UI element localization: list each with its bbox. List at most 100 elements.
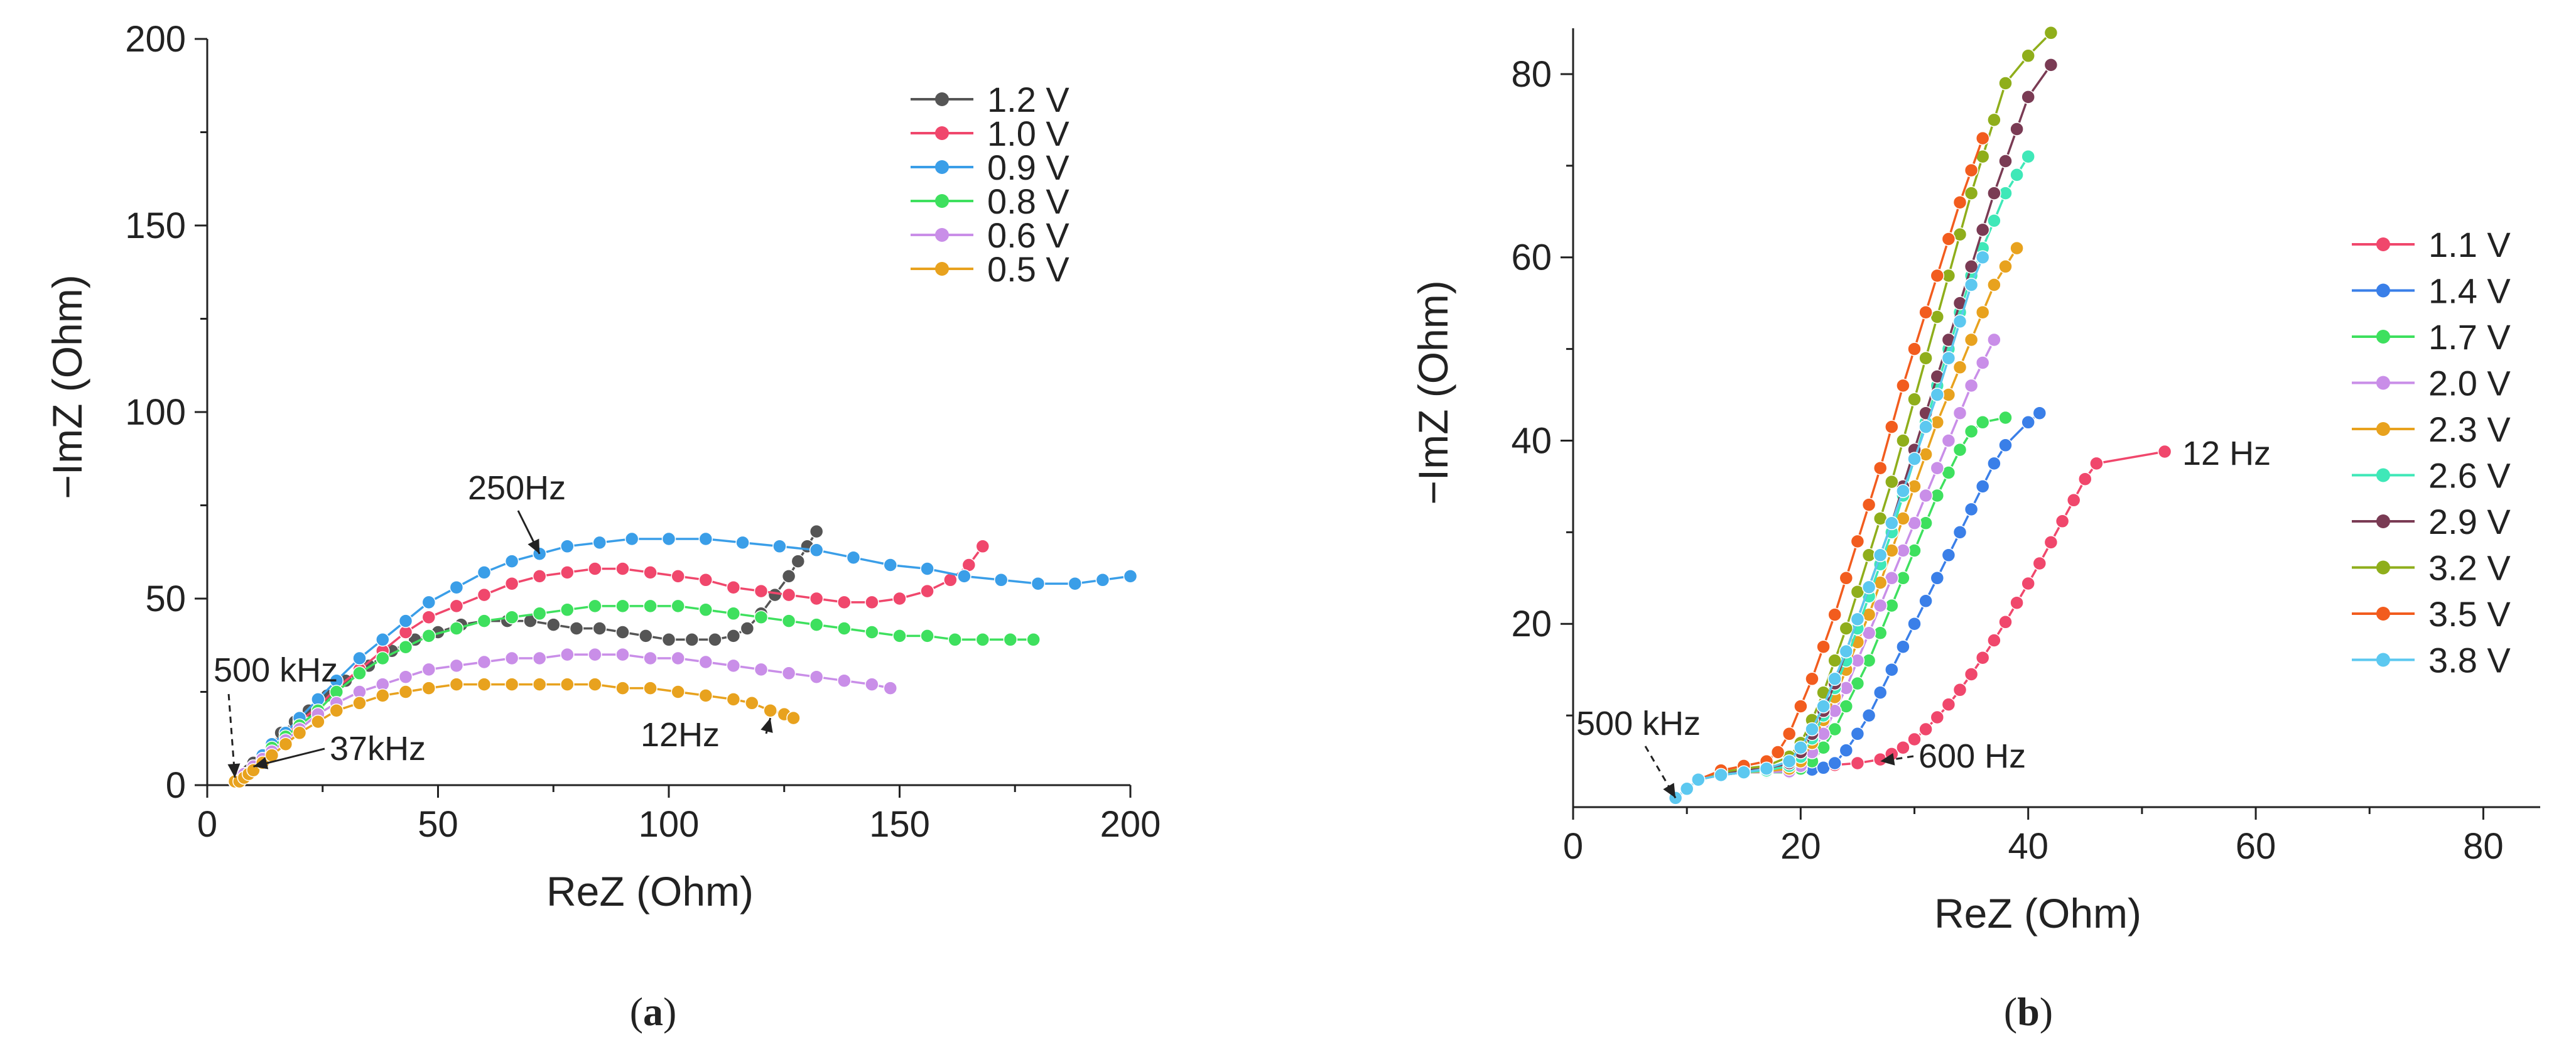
annotation-label: 500 kHz [1576,705,1701,742]
annotation-250hz: 250Hz [468,469,566,555]
legend-entry: 1.2 V [911,80,1069,119]
y-tick-label: 40 [1511,420,1552,461]
data-point [846,550,861,565]
data-point [588,562,602,576]
data-point [865,595,879,610]
legend-label: 2.6 V [2428,456,2511,496]
x-axis-title: ReZ (Ohm) [546,868,754,915]
annotation-label: 600 Hz [1918,737,2026,775]
data-point [352,666,367,681]
annotation-500-khz: 500 kHz [214,651,338,778]
annotation-600-hz: 600 Hz [1880,737,2026,775]
data-point [1907,342,1922,356]
data-point [1861,708,1876,723]
data-point [2021,576,2035,591]
data-point [975,539,990,554]
legend-label: 1.0 V [987,114,1069,153]
x-tick-label: 200 [1100,804,1161,845]
data-point [477,654,492,670]
data-point [1794,740,1808,755]
data-point [1782,727,1797,741]
data-point [1918,350,1933,366]
data-point [1850,756,1865,771]
legend: 1.1 V 1.4 V 1.7 V 2.0 V 2.3 V 2.6 V 2.9 V 3.2 V… [2352,225,2511,680]
data-point [1998,154,2013,168]
legend: 1.2 V1.0 V0.9 V0.8 V0.6 V0.5 V [911,80,1069,289]
data-point [809,543,824,558]
data-point [329,703,344,718]
y-tick-label: 100 [125,392,186,433]
data-point [588,647,602,662]
data-point [421,681,436,695]
annotation-37khz: 37kHz [253,730,426,769]
data-point [1941,697,1956,712]
data-point [837,673,852,688]
data-point [948,633,962,647]
legend-marker [2376,237,2390,251]
data-point [772,539,787,554]
data-point [1896,433,1910,448]
data-point [1068,576,1083,591]
data-point [615,599,630,614]
data-point [1827,671,1842,687]
data-point [837,595,852,610]
data-point [504,576,519,591]
chart-panel-a: 0 50 100 150 200 0 50 100 150 200 ReZ (Ohm) −ImZ (O… [44,19,1161,1034]
data-point [1987,186,2001,200]
legend-marker [2376,607,2390,621]
data-point [865,625,879,639]
data-point [1975,305,1990,320]
data-point [449,580,464,595]
data-point [920,584,934,599]
data-point [352,696,367,710]
y-tick-label: 20 [1511,604,1552,644]
data-point [643,565,658,580]
data-point [726,606,741,621]
data-point [1031,576,1046,591]
data-point [1930,571,1945,585]
data-point [1003,633,1018,647]
data-point [698,573,713,587]
data-point [2089,456,2104,471]
x-tick-label: 20 [1780,826,1821,867]
data-point [504,610,519,624]
data-point [661,531,676,546]
legend-marker [935,194,949,208]
data-point [1816,699,1831,714]
data-point [1930,388,1945,402]
data-point [643,599,658,614]
data-point [1941,350,1956,366]
data-point [1987,332,2001,347]
data-point [1964,332,1979,347]
data-point [809,591,824,606]
data-point [1998,259,2013,274]
data-point [1918,305,1933,320]
legend-label: 0.5 V [987,249,1069,289]
data-point [560,565,575,580]
data-point [763,703,777,718]
data-point [615,562,630,576]
data-point [892,629,907,643]
data-point [1759,761,1774,776]
annotation-arrow [227,693,236,778]
data-point [1964,186,1979,200]
legend-entry: 3.2 V [2352,548,2511,588]
x-tick-label: 80 [2463,826,2504,867]
data-point [352,651,367,666]
data-point [560,602,575,617]
data-point [1998,615,2013,629]
data-point [1964,163,1979,178]
legend-label: 0.9 V [987,148,1069,187]
data-point [421,662,436,677]
data-point [1770,745,1785,759]
data-point [1816,639,1831,654]
data-point [1918,488,1933,503]
data-point [2021,90,2035,104]
data-point [671,685,685,699]
data-point [726,580,741,595]
data-point [2021,48,2035,63]
data-point [2032,556,2047,571]
data-point [1123,569,1138,584]
legend-label: 3.8 V [2428,641,2511,680]
data-point [504,651,519,666]
